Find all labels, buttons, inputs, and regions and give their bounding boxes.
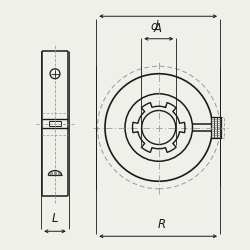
Bar	[210, 117, 224, 138]
Text: R: R	[157, 218, 165, 231]
Bar	[210, 117, 221, 138]
Text: L: L	[52, 212, 58, 225]
Text: A: A	[154, 22, 162, 36]
Text: d: d	[150, 20, 158, 33]
